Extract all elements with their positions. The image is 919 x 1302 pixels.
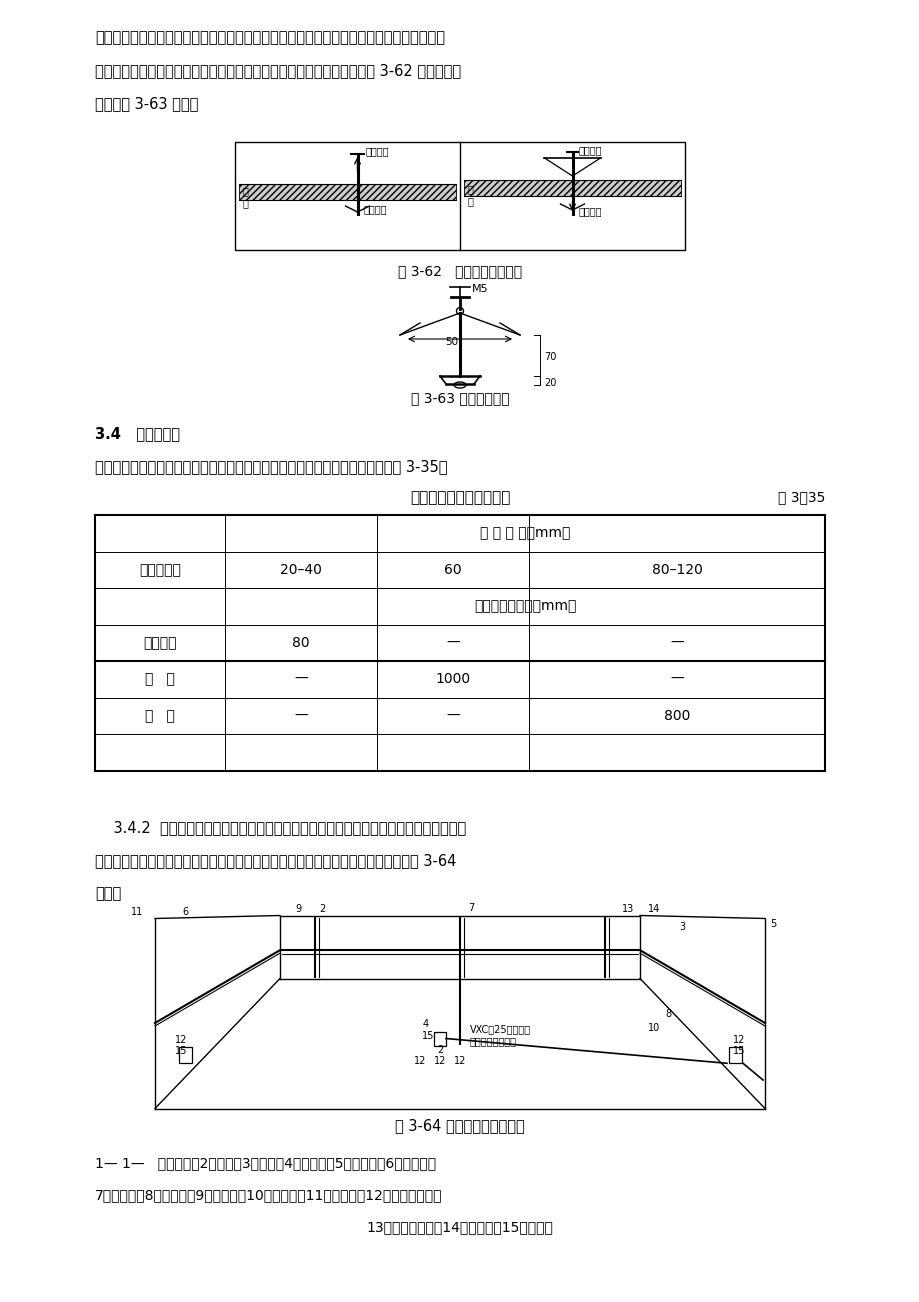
Text: 11: 11 — [130, 906, 142, 917]
Circle shape — [456, 307, 463, 315]
Text: 固定点最大间距（mm）: 固定点最大间距（mm） — [473, 599, 575, 613]
Text: 图 3-63 伞型螺栓构造: 图 3-63 伞型螺栓构造 — [410, 391, 509, 405]
Text: 80: 80 — [292, 635, 310, 650]
Text: 紧合拢插入孔中，待合拢伞叶自行张开后，再用螺母紧固即可，露出线槽内的部分应加套塑: 紧合拢插入孔中，待合拢伞叶自行张开后，再用螺母紧固即可，露出线槽内的部分应加套塑 — [95, 30, 445, 46]
Bar — [239, 184, 456, 201]
Text: 12: 12 — [732, 1035, 744, 1046]
Text: 固定点型式: 固定点型式 — [139, 562, 181, 577]
Text: 14: 14 — [647, 904, 660, 914]
Text: 15: 15 — [175, 1047, 187, 1056]
Text: M5: M5 — [471, 284, 488, 294]
Text: 6: 6 — [182, 906, 187, 917]
Text: 9: 9 — [295, 904, 301, 914]
Text: 12: 12 — [434, 1056, 446, 1065]
Text: 12: 12 — [175, 1035, 187, 1046]
Text: 成: 成 — [468, 197, 473, 206]
Text: 13: 13 — [621, 904, 633, 914]
Text: 2: 2 — [319, 904, 324, 914]
Bar — [434, 1031, 446, 1046]
Bar — [728, 1047, 741, 1064]
Text: 3.4.2  线槽分支接头，线槽附件如直能，三能转角，接头，插口，盒，箱应采用相同材: 3.4.2 线槽分支接头，线槽附件如直能，三能转角，接头，插口，盒，箱应采用相同… — [95, 820, 466, 836]
Text: 伞型螺栓: 伞型螺栓 — [578, 206, 601, 216]
Text: 5: 5 — [769, 918, 776, 928]
Text: 7－顶三通；8－连接头；9－右三角；10－左三通；11－终端头；12－接线盒插口；: 7－顶三通；8－连接头；9－右三角；10－左三通；11－终端头；12－接线盒插口… — [95, 1189, 442, 1203]
Text: 15: 15 — [732, 1047, 744, 1056]
Text: 双   列: 双 列 — [145, 708, 175, 723]
Text: 伞型螺母: 伞型螺母 — [578, 145, 601, 155]
Text: 表 3－35: 表 3－35 — [777, 490, 824, 504]
Text: 中心单列: 中心单列 — [143, 635, 176, 650]
Bar — [463, 180, 680, 197]
Text: 图 3-64 塑料线槽安装示意图: 图 3-64 塑料线槽安装示意图 — [394, 1118, 525, 1134]
Text: VXC－25塑料线槽: VXC－25塑料线槽 — [470, 1025, 530, 1035]
Text: 50: 50 — [445, 337, 458, 348]
Text: 3.4   线槽连接：: 3.4 线槽连接： — [95, 426, 180, 441]
Text: 双   列: 双 列 — [145, 672, 175, 686]
Text: 12: 12 — [453, 1056, 466, 1065]
Text: 所示。: 所示。 — [95, 887, 121, 901]
Text: 80–120: 80–120 — [651, 562, 702, 577]
Text: 1000: 1000 — [435, 672, 470, 686]
Text: 线槽及附件连接处应严密平整，无孔不入缝隙，紧贴建筑物固定点最大间距见表 3-35。: 线槽及附件连接处应严密平整，无孔不入缝隙，紧贴建筑物固定点最大间距见表 3-35… — [95, 460, 447, 474]
Text: 伞型螺栓: 伞型螺栓 — [363, 204, 387, 214]
Text: 8: 8 — [664, 1009, 670, 1019]
Text: 料管。固定线槽时，应先固定两端再固定中间。伞型螺栓安装做法，见图 3-62 和伞型螺栓: 料管。固定线槽时，应先固定两端再固定中间。伞型螺栓安装做法，见图 3-62 和伞… — [95, 62, 460, 78]
Text: 质的定型产品。槽底、槽盖与各种附件相对接时，接缝处应严实平整，固定牢固见图 3-64: 质的定型产品。槽底、槽盖与各种附件相对接时，接缝处应严实平整，固定牢固见图 3-… — [95, 854, 456, 868]
Text: 插: 插 — [243, 186, 249, 197]
Text: 伞型螺母: 伞型螺母 — [365, 146, 389, 156]
Text: 1— 1—   塑料线槽；2－阳角；3－阴角；4－直转有；5－平转角；6－平三通；: 1— 1— 塑料线槽；2－阳角；3－阴角；4－直转有；5－平转角；6－平三通； — [95, 1156, 436, 1170]
Text: 完: 完 — [468, 184, 473, 194]
Text: —: — — [446, 635, 460, 650]
Text: 明敷设安装示意图: 明敷设安装示意图 — [470, 1036, 516, 1047]
Text: 入: 入 — [243, 198, 249, 208]
Bar — [234, 142, 685, 250]
Text: 3: 3 — [678, 922, 685, 931]
Text: 20: 20 — [543, 379, 556, 388]
Text: 2: 2 — [437, 1044, 443, 1055]
Text: 槽 板 宽 度（mm）: 槽 板 宽 度（mm） — [480, 526, 570, 540]
Text: 15: 15 — [421, 1030, 434, 1040]
Text: 7: 7 — [468, 902, 473, 913]
Text: —: — — [446, 708, 460, 723]
Text: 20–40: 20–40 — [279, 562, 322, 577]
Text: 12: 12 — [414, 1056, 425, 1065]
Text: 60: 60 — [444, 562, 461, 577]
Text: 构造见图 3-63 所示。: 构造见图 3-63 所示。 — [95, 96, 199, 111]
Text: 70: 70 — [543, 352, 556, 362]
Text: 槽体固定点最大间距尺寸: 槽体固定点最大间距尺寸 — [409, 490, 510, 505]
Text: —: — — [669, 672, 683, 686]
Text: 10: 10 — [647, 1023, 660, 1032]
Text: —: — — [669, 635, 683, 650]
Text: —: — — [294, 672, 308, 686]
Text: 4: 4 — [423, 1018, 428, 1029]
Text: 13－灯头盒插口；14－灯头盒；15－接线盒: 13－灯头盒插口；14－灯头盒；15－接线盒 — [366, 1220, 553, 1234]
Text: —: — — [294, 708, 308, 723]
Text: 图 3-62   伞型螺栓安装做法: 图 3-62 伞型螺栓安装做法 — [398, 264, 521, 279]
Bar — [178, 1047, 191, 1064]
Text: 800: 800 — [664, 708, 689, 723]
